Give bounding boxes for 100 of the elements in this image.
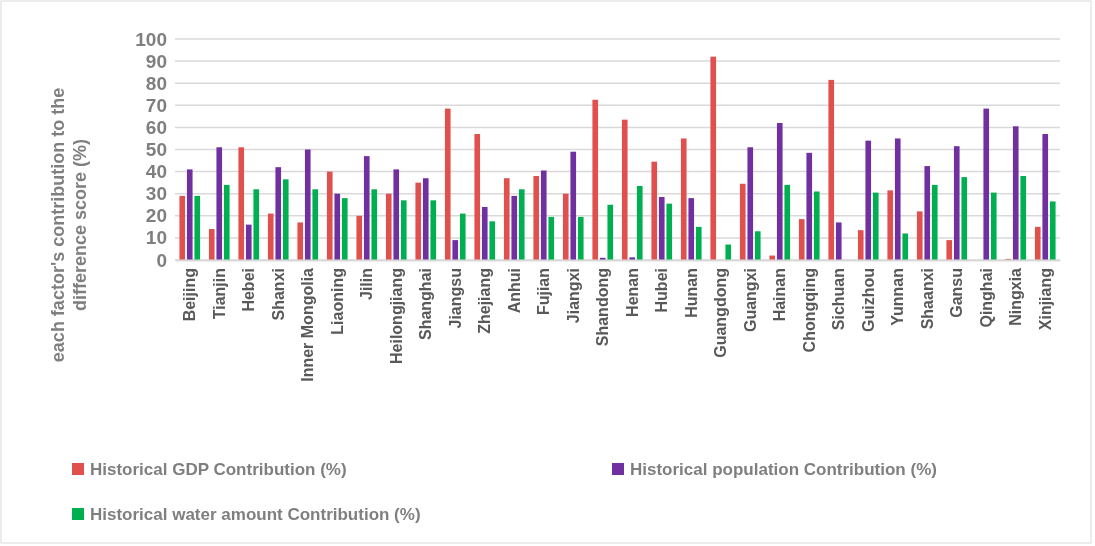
y-tick-label: 100 [135, 28, 167, 50]
y-tick-label: 40 [145, 161, 167, 183]
x-tick-label: Beijing [181, 268, 199, 322]
bar [754, 231, 761, 260]
bar [422, 178, 429, 260]
bar [813, 191, 820, 260]
bar [548, 216, 555, 260]
x-tick-label: Hainan [771, 268, 789, 322]
bar [540, 170, 547, 260]
y-axis-title: each factor's contribution to the difference score (%) [48, 87, 90, 363]
bar [208, 229, 215, 260]
bar [651, 161, 658, 260]
bar [776, 122, 783, 260]
bar [607, 204, 614, 260]
x-tick-label: Guangdong [712, 268, 730, 358]
y-tick-label: 90 [145, 50, 167, 72]
bar [363, 156, 370, 260]
bar [902, 233, 909, 260]
bar [621, 119, 628, 260]
y-tick-label: 50 [145, 139, 167, 161]
bar [415, 182, 422, 260]
bar [636, 185, 643, 260]
bar [570, 151, 577, 260]
bar [887, 190, 894, 260]
bar [990, 192, 997, 260]
y-tick-label: 60 [145, 116, 167, 138]
bar [474, 134, 481, 260]
legend-label: Historical water amount Contribution (%) [90, 505, 421, 524]
bar [194, 195, 201, 260]
x-tick-label: Xinjiang [1036, 268, 1054, 331]
bar [953, 146, 960, 260]
x-tick-label: Jilin [358, 268, 376, 301]
bar [1049, 201, 1056, 260]
bar [739, 183, 746, 260]
bar [857, 230, 864, 260]
x-tick-label: Shanxi [269, 268, 287, 321]
bar [489, 221, 496, 260]
bar [916, 211, 923, 260]
bar [267, 213, 274, 260]
bar [894, 138, 901, 260]
bar [592, 99, 599, 260]
bar [503, 178, 510, 260]
x-tick-label: Anhui [505, 268, 523, 314]
bar [304, 149, 311, 260]
x-tick-label: Fujian [535, 268, 553, 316]
bar [459, 213, 466, 260]
bar [562, 193, 569, 260]
bar [931, 184, 938, 260]
x-tick-label: Yunnan [889, 268, 907, 326]
bar [253, 189, 260, 260]
y-tick-label: 10 [145, 227, 167, 249]
y-tick-label: 0 [156, 249, 167, 271]
bar [238, 147, 245, 260]
x-tick-label: Liaoning [328, 268, 346, 335]
x-tick-label: Jiangxi [564, 268, 582, 324]
bar [312, 189, 319, 260]
bar [371, 189, 378, 260]
x-tick-label: Tianjin [210, 268, 228, 320]
bar [961, 177, 968, 260]
bar [334, 193, 341, 260]
x-tick-label: Zhejiang [476, 268, 494, 334]
x-tick-label: Hubei [653, 268, 671, 313]
bar [946, 240, 953, 260]
bar [393, 169, 400, 260]
bar [1034, 226, 1041, 260]
bar [533, 176, 540, 260]
bar [282, 179, 289, 260]
x-tick-label: Heilongjiang [387, 268, 405, 364]
bar [695, 226, 702, 260]
bar [452, 240, 459, 260]
bar [297, 222, 304, 260]
x-tick-label: Guizhou [859, 268, 877, 332]
bar [872, 192, 879, 260]
bar [983, 108, 990, 260]
x-tick-label: Hebei [240, 268, 258, 312]
x-tick-label: Shandong [594, 268, 612, 347]
bar [865, 140, 872, 260]
bar [658, 197, 665, 260]
bar [835, 222, 842, 260]
x-tick-label: Inner Mongolia [299, 267, 317, 382]
x-tick-label: Gansu [948, 268, 966, 318]
bar [1042, 134, 1049, 260]
x-tick-label: Hunan [682, 268, 700, 318]
bar [186, 169, 193, 260]
bar [747, 147, 754, 260]
bar [326, 171, 333, 260]
bar [385, 193, 392, 260]
bar [924, 166, 931, 260]
y-tick-label: 30 [145, 183, 167, 205]
bar [518, 189, 525, 260]
bar [245, 224, 252, 260]
bar [223, 184, 230, 260]
bar [784, 184, 791, 260]
y-tick-label: 70 [145, 94, 167, 116]
y-tick-label: 80 [145, 72, 167, 94]
bar [688, 198, 695, 260]
bar [798, 219, 805, 260]
bar [680, 138, 687, 260]
bar [400, 200, 407, 260]
x-tick-label: Guangxi [741, 268, 759, 333]
